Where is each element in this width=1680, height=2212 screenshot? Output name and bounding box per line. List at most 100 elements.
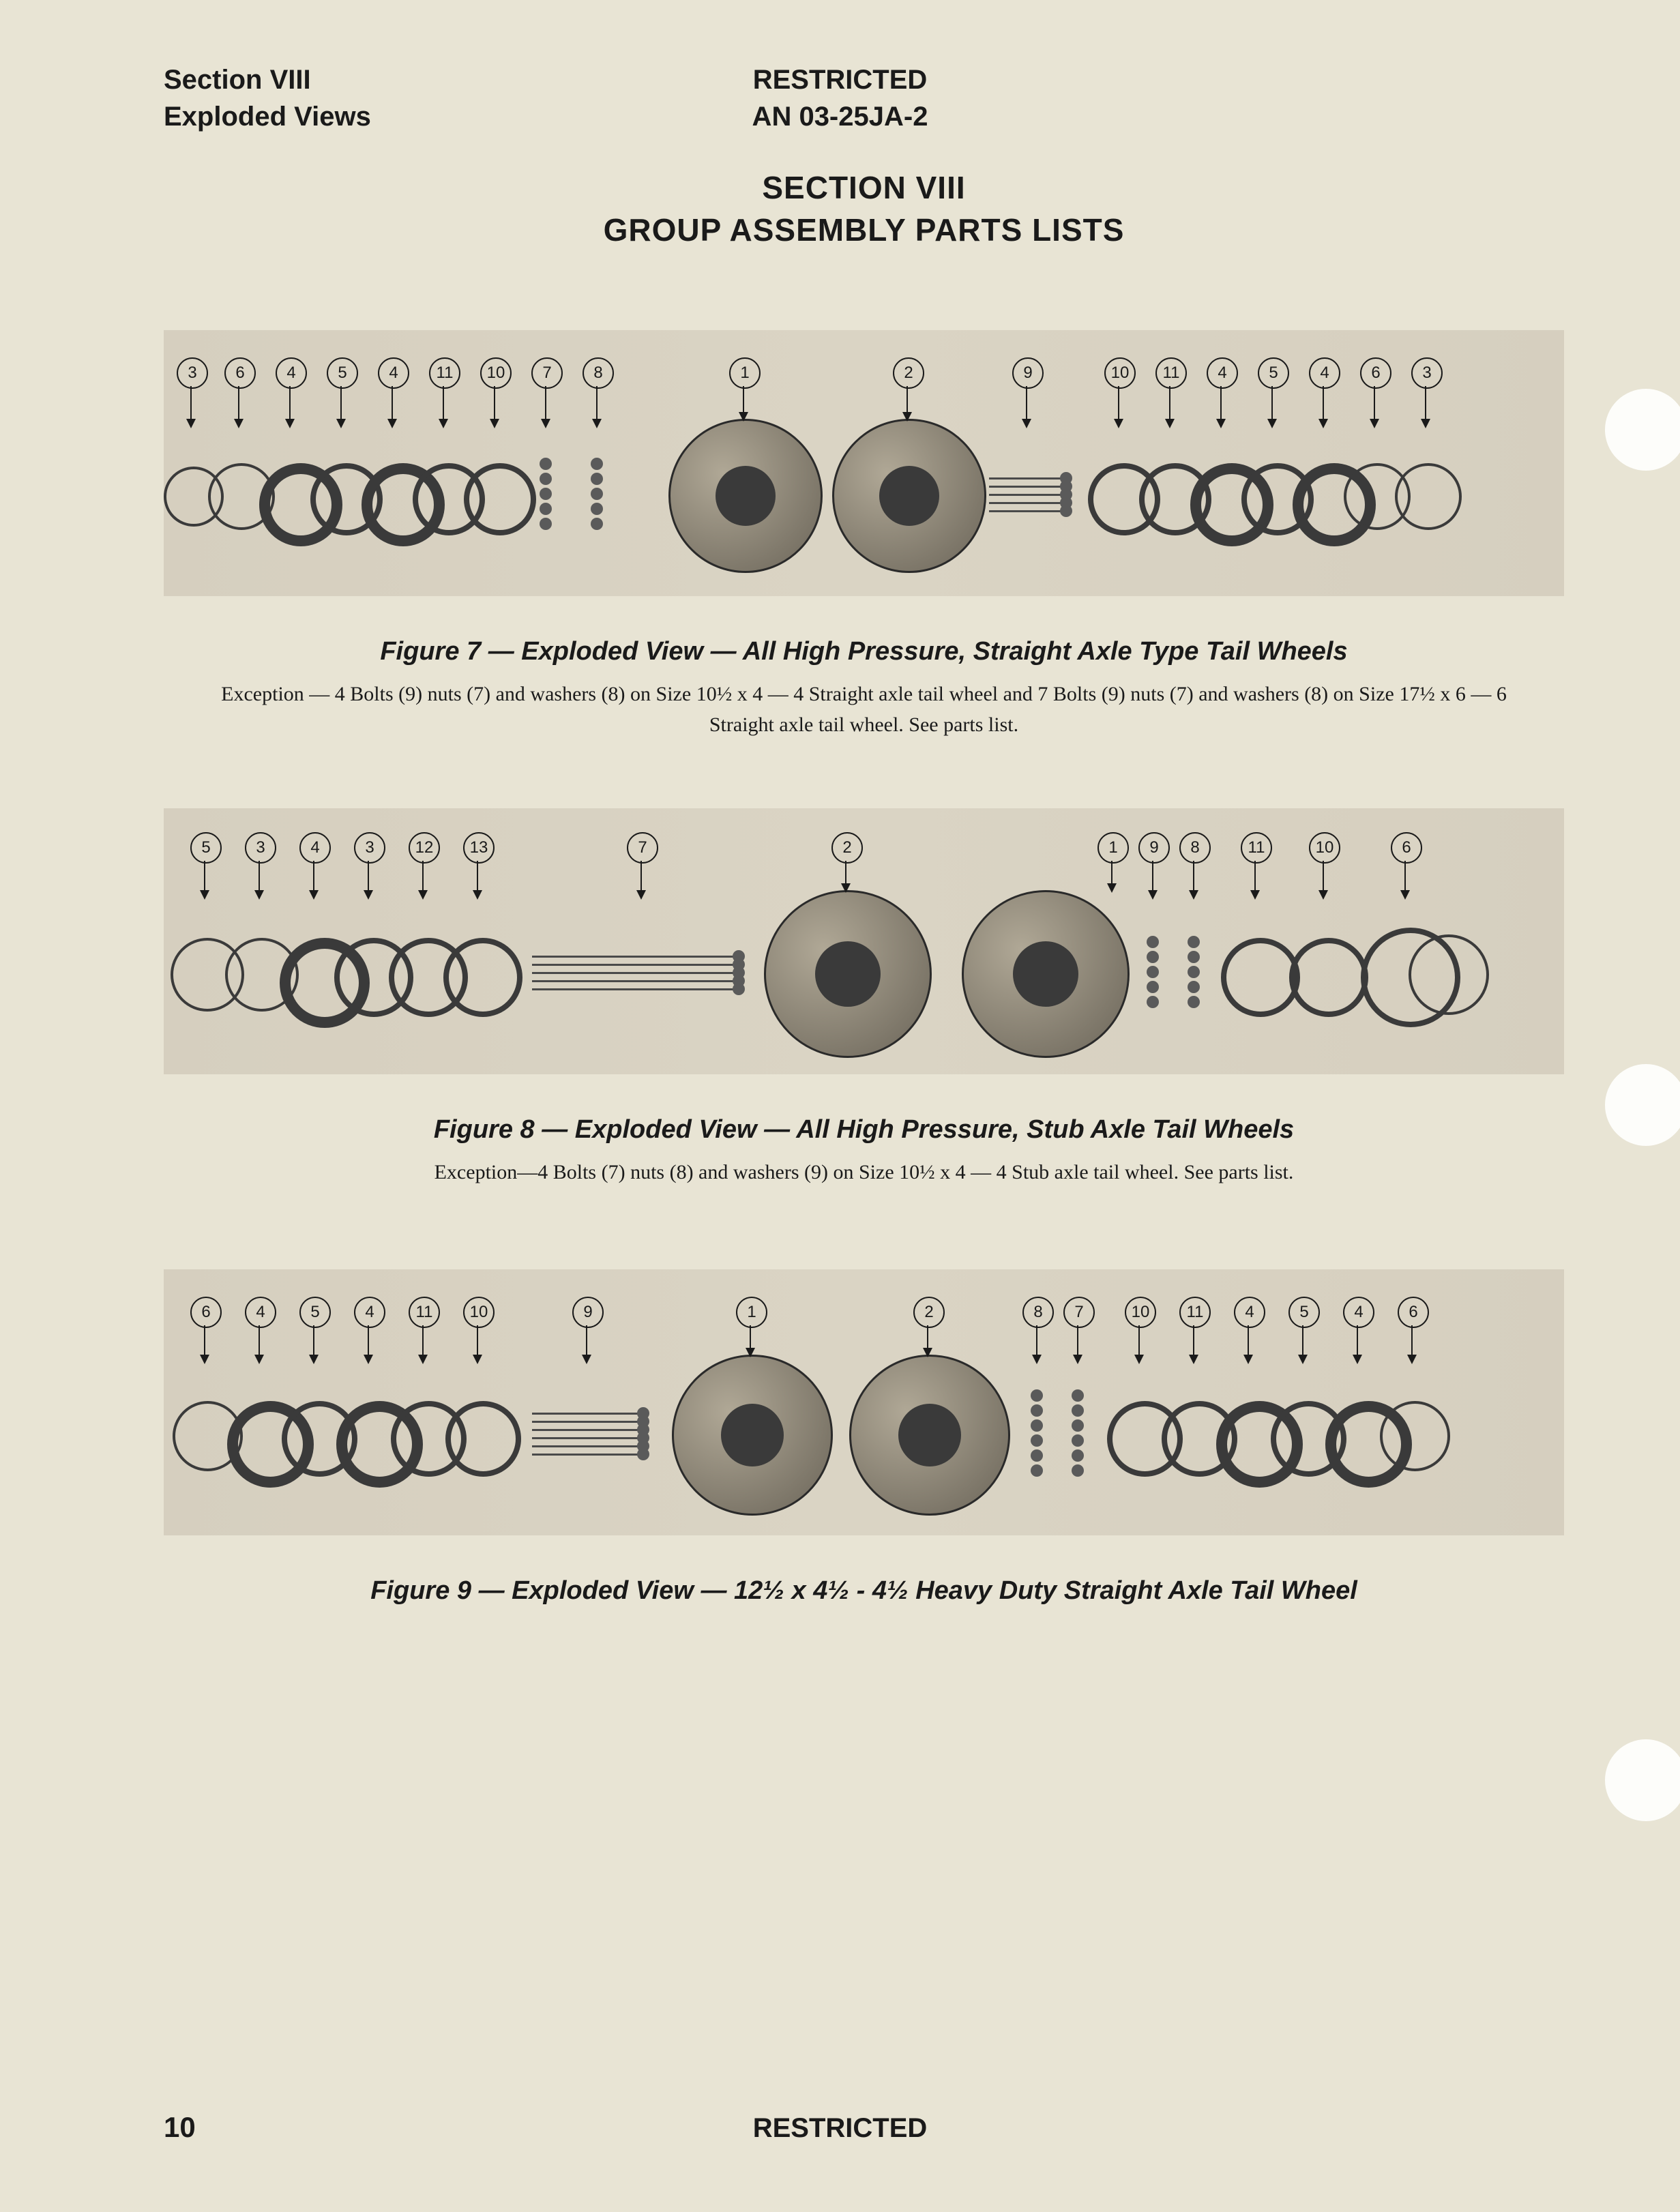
figure-9-caption: Figure 9 — Exploded View — 12½ x 4½ - 4½… bbox=[164, 1576, 1564, 1606]
part-bolt-icon bbox=[532, 1429, 641, 1431]
part-nut-icon bbox=[1031, 1449, 1043, 1462]
part-nut-icon bbox=[1031, 1389, 1043, 1402]
callout-arrow-icon bbox=[1302, 1325, 1303, 1363]
part-bolt-icon bbox=[532, 980, 737, 982]
callout-label: 11 bbox=[1155, 357, 1187, 389]
callout-label: 9 bbox=[1012, 357, 1044, 389]
part-ring-icon bbox=[1380, 1401, 1450, 1471]
part-nut-icon bbox=[591, 503, 603, 515]
part-nut-icon bbox=[1147, 951, 1159, 963]
part-nut-icon bbox=[540, 503, 552, 515]
part-bolt-icon bbox=[532, 964, 737, 966]
part-ring-icon bbox=[1221, 938, 1300, 1017]
figure-7-block: 36454111078129101145463 Figure 7 — Explo… bbox=[164, 330, 1564, 740]
callout-label: 5 bbox=[299, 1297, 331, 1328]
callout-label: 10 bbox=[1104, 357, 1136, 389]
callout-arrow-icon bbox=[443, 386, 444, 427]
part-bolt-icon bbox=[989, 510, 1064, 512]
part-bolt-icon bbox=[989, 502, 1064, 504]
part-bolt-icon bbox=[532, 1421, 641, 1423]
part-nut-icon bbox=[1031, 1404, 1043, 1417]
callout-arrow-icon bbox=[743, 386, 744, 420]
callout-label: 4 bbox=[276, 357, 307, 389]
figure-8-caption: Figure 8 — Exploded View — All High Pres… bbox=[164, 1115, 1564, 1145]
callout-label: 5 bbox=[1258, 357, 1289, 389]
callout-arrow-icon bbox=[289, 386, 291, 427]
callout-arrow-icon bbox=[1118, 386, 1119, 427]
part-nut-icon bbox=[540, 518, 552, 530]
callout-arrow-icon bbox=[1036, 1325, 1037, 1363]
header-section-label: Section VIII bbox=[164, 61, 371, 98]
figure-7-caption: Figure 7 — Exploded View — All High Pres… bbox=[164, 637, 1564, 666]
callout-label: 13 bbox=[463, 832, 495, 864]
callout-label: 8 bbox=[1179, 832, 1211, 864]
callout-label: 2 bbox=[831, 832, 863, 864]
callout-arrow-icon bbox=[1271, 386, 1273, 427]
callout-arrow-icon bbox=[259, 1325, 260, 1363]
callout-label: 6 bbox=[1360, 357, 1391, 389]
figure-8-exception: Exception—4 Bolts (7) nuts (8) and washe… bbox=[164, 1157, 1564, 1188]
callout-label: 10 bbox=[463, 1297, 495, 1328]
callout-label: 4 bbox=[1207, 357, 1238, 389]
callout-arrow-icon bbox=[204, 861, 205, 898]
page: Section VIII Exploded Views RESTRICTED A… bbox=[0, 0, 1680, 2212]
part-hub-icon bbox=[764, 890, 932, 1058]
callout-label: 4 bbox=[1234, 1297, 1265, 1328]
callout-arrow-icon bbox=[494, 386, 495, 427]
part-nut-icon bbox=[1072, 1434, 1084, 1447]
callout-label: 5 bbox=[1288, 1297, 1320, 1328]
callout-label: 9 bbox=[1138, 832, 1170, 864]
part-hub-icon bbox=[672, 1355, 833, 1516]
part-hub-icon bbox=[849, 1355, 1010, 1516]
callout-label: 7 bbox=[1063, 1297, 1095, 1328]
callout-label: 10 bbox=[1309, 832, 1340, 864]
callout-arrow-icon bbox=[1077, 1325, 1078, 1363]
figure-7-image: 36454111078129101145463 bbox=[164, 330, 1564, 596]
part-nut-icon bbox=[1147, 966, 1159, 978]
callout-arrow-icon bbox=[259, 861, 260, 898]
part-ring-icon bbox=[445, 1401, 521, 1477]
callout-label: 12 bbox=[409, 832, 440, 864]
hole-punch-icon bbox=[1605, 1064, 1680, 1146]
callout-arrow-icon bbox=[640, 861, 642, 898]
part-nut-icon bbox=[1188, 951, 1200, 963]
callout-arrow-icon bbox=[845, 861, 846, 891]
part-nut-icon bbox=[1031, 1434, 1043, 1447]
callout-label: 3 bbox=[354, 832, 385, 864]
callout-label: 4 bbox=[1343, 1297, 1374, 1328]
callout-arrow-icon bbox=[392, 386, 393, 427]
part-ring-icon bbox=[1395, 463, 1462, 530]
callout-label: 6 bbox=[1398, 1297, 1429, 1328]
part-bolt-head-icon bbox=[1060, 505, 1072, 517]
header-classification: RESTRICTED bbox=[752, 61, 928, 98]
part-hub-icon bbox=[668, 419, 823, 573]
callout-label: 4 bbox=[354, 1297, 385, 1328]
callout-arrow-icon bbox=[1193, 1325, 1194, 1363]
callout-arrow-icon bbox=[422, 1325, 424, 1363]
part-nut-icon bbox=[1031, 1464, 1043, 1477]
part-nut-icon bbox=[591, 458, 603, 470]
callout-label: 2 bbox=[913, 1297, 945, 1328]
callout-arrow-icon bbox=[1323, 861, 1324, 898]
part-ring-icon bbox=[1409, 934, 1489, 1015]
callout-arrow-icon bbox=[313, 861, 314, 898]
callout-arrow-icon bbox=[1425, 386, 1426, 427]
part-hub-icon bbox=[962, 890, 1130, 1058]
hole-punch-icon bbox=[1605, 389, 1680, 471]
part-nut-icon bbox=[591, 488, 603, 500]
part-bolt-icon bbox=[532, 988, 737, 990]
part-bolt-icon bbox=[532, 1413, 641, 1415]
figure-8-image: 534312137219811106 bbox=[164, 808, 1564, 1074]
callout-label: 5 bbox=[327, 357, 358, 389]
page-number: 10 bbox=[164, 2111, 196, 2144]
callout-arrow-icon bbox=[1357, 1325, 1358, 1363]
part-nut-icon bbox=[1147, 996, 1159, 1008]
callout-label: 8 bbox=[583, 357, 614, 389]
figure-9-block: 645411109128710114546 Figure 9 — Explode… bbox=[164, 1269, 1564, 1606]
part-bolt-icon bbox=[989, 486, 1064, 488]
header-center: RESTRICTED AN 03-25JA-2 bbox=[752, 61, 928, 135]
part-nut-icon bbox=[591, 518, 603, 530]
callout-arrow-icon bbox=[1248, 1325, 1249, 1363]
callout-arrow-icon bbox=[477, 861, 478, 898]
callout-arrow-icon bbox=[1193, 861, 1194, 898]
